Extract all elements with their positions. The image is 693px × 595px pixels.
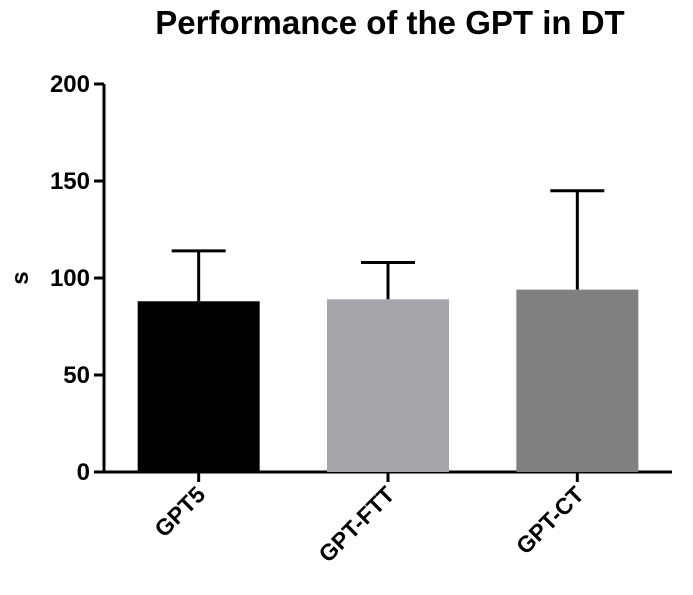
y-tick-label: 50 xyxy=(63,362,90,389)
y-tick-label: 150 xyxy=(50,168,90,195)
y-tick-label: 100 xyxy=(50,265,90,292)
error-bars xyxy=(171,189,605,302)
x-tick-label: GPT-CT xyxy=(511,481,589,559)
y-tick-label: 200 xyxy=(50,71,90,98)
y-tick-label: 0 xyxy=(77,459,90,486)
bars xyxy=(137,289,639,472)
x-tick-label: GPT5 xyxy=(149,481,210,542)
bar-gpt5 xyxy=(137,301,260,472)
x-tick-labels: GPT5 GPT-FTT GPT-CT xyxy=(149,481,589,567)
bar-gpt-ct xyxy=(516,289,639,472)
x-tick-label: GPT-FTT xyxy=(313,481,399,567)
y-ticks: 0 50 100 150 200 xyxy=(50,71,104,486)
y-axis-label: s xyxy=(7,271,34,284)
chart-title: Performance of the GPT in DT xyxy=(155,4,624,41)
x-ticks xyxy=(197,472,579,482)
bar-gpt-ftt xyxy=(327,299,449,472)
